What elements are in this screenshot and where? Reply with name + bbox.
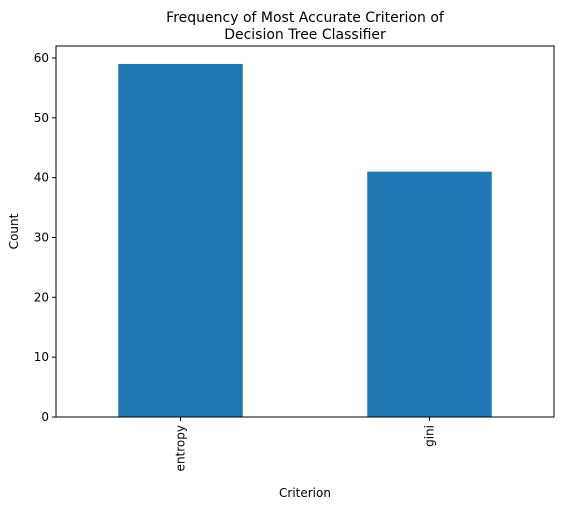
y-tick-label-60: 60 <box>34 51 49 65</box>
chart-title-line-2: Decision Tree Classifier <box>224 27 386 43</box>
y-axis-ticks: 0 10 20 30 40 50 60 <box>34 51 56 424</box>
x-tick-label-entropy: entropy <box>174 425 188 471</box>
y-tick-label-20: 20 <box>34 290 49 304</box>
chart-title-line-1: Frequency of Most Accurate Criterion of <box>166 10 445 26</box>
bar-gini <box>367 172 492 417</box>
y-tick-label-10: 10 <box>34 350 49 364</box>
x-axis-label: Criterion <box>279 486 331 500</box>
x-axis-ticks: entropy gini <box>174 417 437 471</box>
bar-entropy <box>118 64 243 417</box>
y-axis-label: Count <box>7 213 21 249</box>
y-tick-label-0: 0 <box>41 410 49 424</box>
y-tick-label-40: 40 <box>34 171 49 185</box>
y-tick-label-50: 50 <box>34 111 49 125</box>
bars-group <box>118 64 492 417</box>
chart-title: Frequency of Most Accurate Criterion of … <box>166 10 445 43</box>
x-tick-label-gini: gini <box>423 425 437 447</box>
y-tick-label-30: 30 <box>34 230 49 244</box>
